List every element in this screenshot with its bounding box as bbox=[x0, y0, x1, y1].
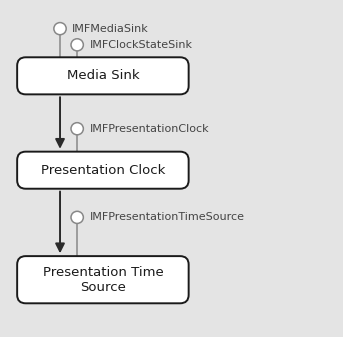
Circle shape bbox=[71, 211, 83, 223]
Text: Presentation Clock: Presentation Clock bbox=[41, 164, 165, 177]
Text: IMFPresentationTimeSource: IMFPresentationTimeSource bbox=[90, 212, 245, 222]
Text: IMFMediaSink: IMFMediaSink bbox=[72, 24, 149, 34]
Text: Media Sink: Media Sink bbox=[67, 69, 139, 82]
Text: IMFPresentationClock: IMFPresentationClock bbox=[90, 124, 209, 134]
Text: IMFClockStateSink: IMFClockStateSink bbox=[90, 40, 192, 50]
FancyBboxPatch shape bbox=[17, 152, 189, 189]
Text: Presentation Time
Source: Presentation Time Source bbox=[43, 266, 163, 294]
Circle shape bbox=[71, 39, 83, 51]
Circle shape bbox=[71, 123, 83, 135]
FancyBboxPatch shape bbox=[17, 256, 189, 303]
Circle shape bbox=[54, 23, 66, 35]
FancyBboxPatch shape bbox=[17, 57, 189, 94]
